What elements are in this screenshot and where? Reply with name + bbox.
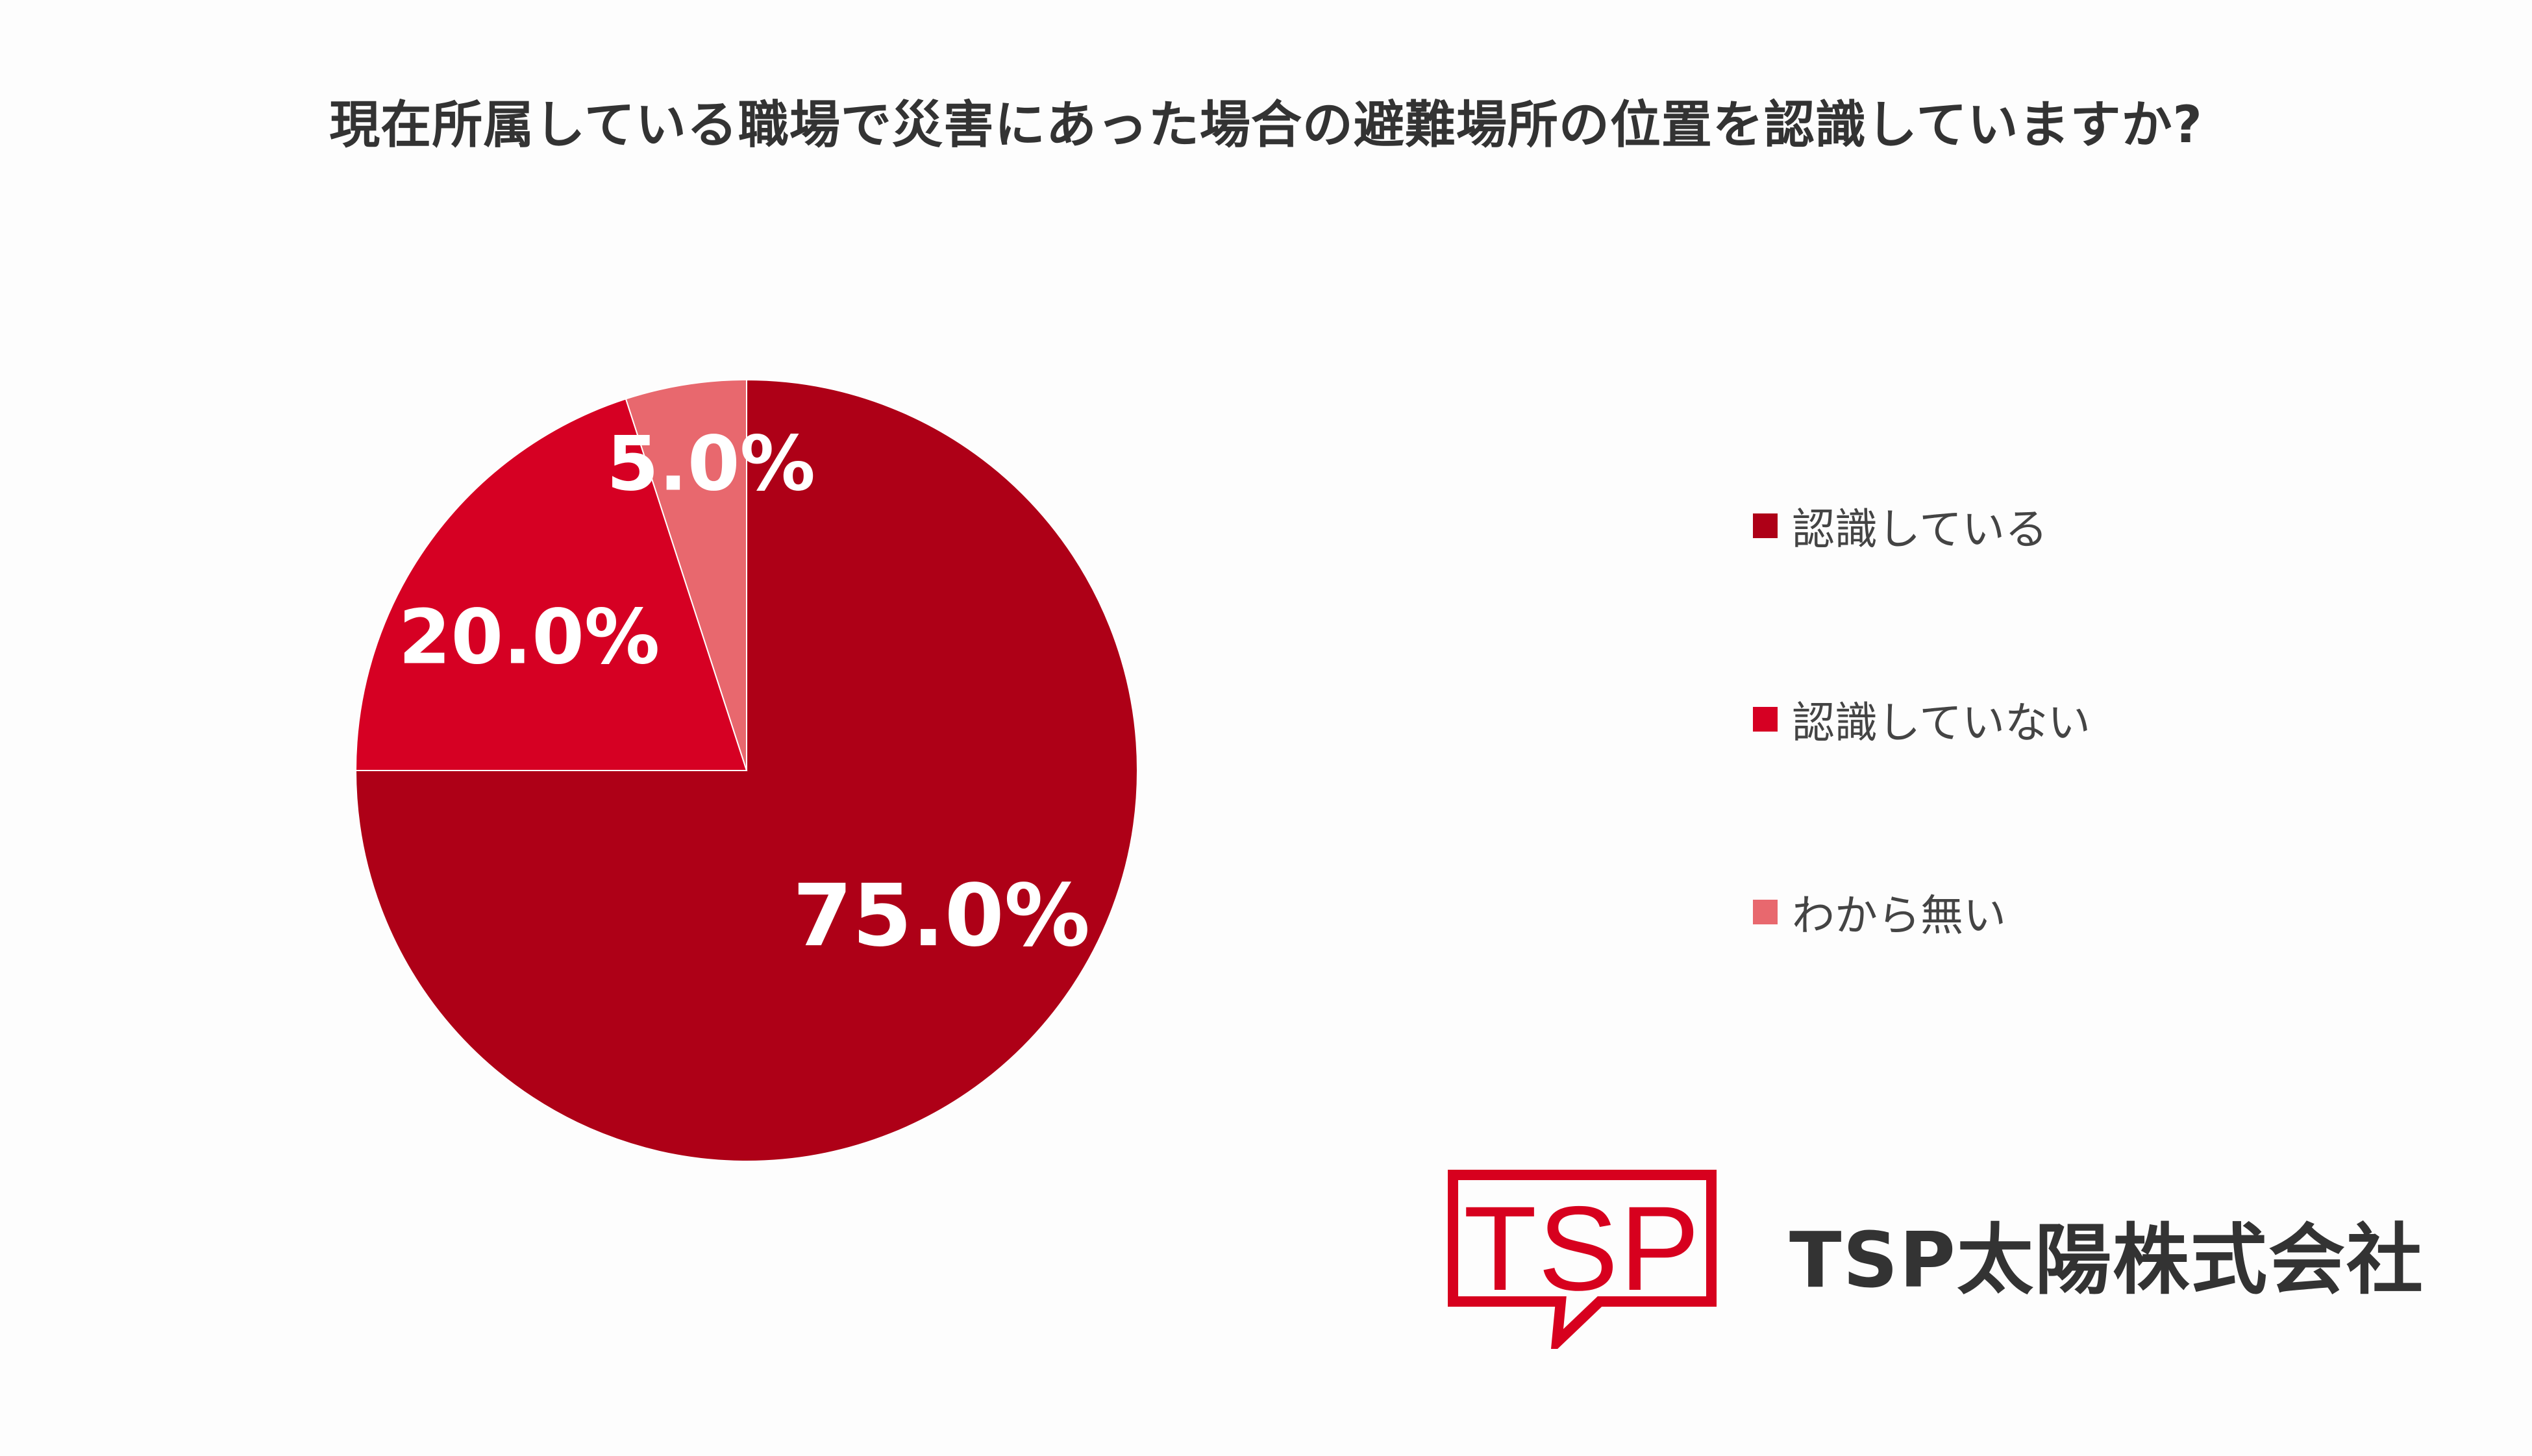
chart-title: 現在所属している職場で災害にあった場合の避難場所の位置を認識していますか? (329, 96, 2203, 154)
pie-slice-0 (354, 378, 1138, 1162)
pie-slice-2 (625, 378, 747, 771)
logo-text: TSP (1463, 1182, 1701, 1316)
legend-item-2: わから無い (1753, 881, 2006, 943)
legend-item-1: 認識していない (1753, 688, 2091, 750)
legend-label-0: 認識している (1792, 504, 2048, 554)
pie-data-label-1: 20.0% (399, 594, 660, 682)
legend-swatch-0 (1753, 513, 1778, 538)
logo-speech-bubble (1448, 1170, 1717, 1349)
legend-swatch-2 (1753, 900, 1778, 924)
company-name: TSP太陽株式会社 (1789, 1215, 2424, 1305)
pie-data-label-2: 5.0% (606, 421, 815, 508)
pie-slice-1 (354, 398, 748, 771)
legend-label-2: わから無い (1792, 891, 2006, 941)
legend-item-0: 認識している (1753, 495, 2048, 557)
pie-data-label-0: 75.0% (793, 866, 1090, 966)
legend-label-1: 認識していない (1792, 698, 2091, 748)
legend-swatch-1 (1753, 707, 1778, 732)
